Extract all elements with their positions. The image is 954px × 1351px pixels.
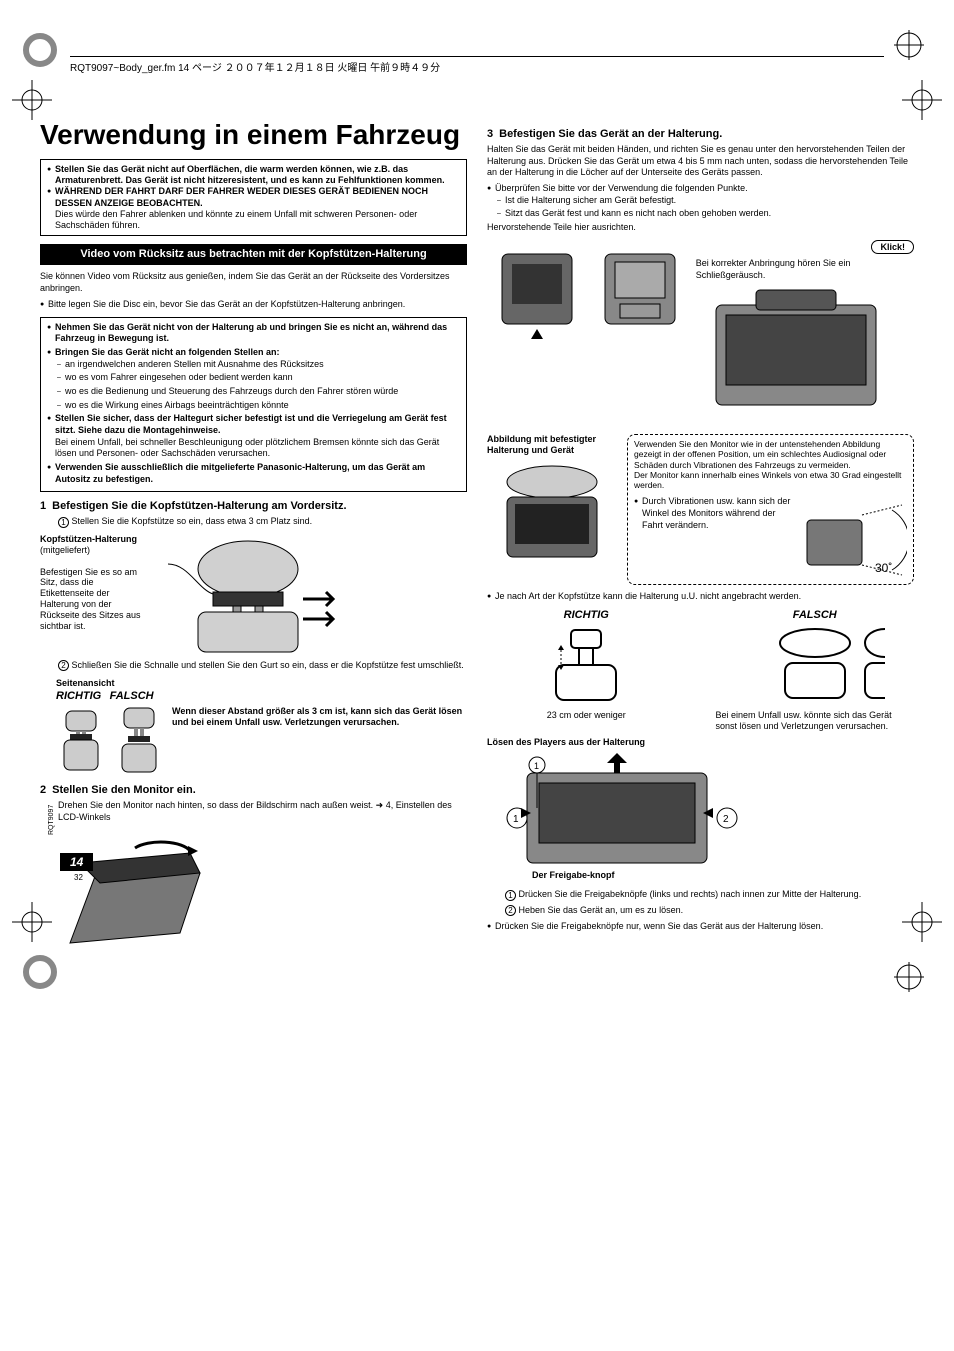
falsch-label: FALSCH [716,609,915,621]
info-item: Nehmen Sie das Gerät nicht von der Halte… [47,322,460,345]
falsch-label: FALSCH [110,690,154,702]
warning-item: Stellen Sie das Gerät nicht auf Oberfläc… [47,164,460,187]
attach-figure: Klick! Bei korrekter Anbringung hören Si… [487,240,914,428]
svg-text:2: 2 [723,814,729,825]
angle-illustration: 30˚ [797,500,907,580]
warning-box: Stellen Sie das Gerät nicht auf Oberfläc… [40,159,467,237]
svg-text:Der Freigabe-knopf: Der Freigabe-knopf [532,870,616,880]
attached-device-illustration [696,285,896,425]
reg-mark-icon [894,30,924,60]
crop-mark-icon [902,80,942,120]
info-item: Verwenden Sie ausschließlich die mitgeli… [47,462,460,485]
info-item: Bringen Sie das Gerät nicht an folgenden… [47,347,460,411]
release-figure: 1 2 Der Freigabe-knopf 1 [487,753,747,883]
intro-text: Sie können Video vom Rücksitz aus genieß… [40,271,467,294]
page-title: Verwendung in einem Fahrzeug [40,120,467,151]
reg-mark-icon [894,962,924,992]
step1-sub2: 2 Schließen Sie die Schnalle und stellen… [40,660,467,672]
headrest-wrong-icon [745,625,885,705]
check-bullet: Überprüfen Sie bitte vor der Verwendung … [487,183,914,220]
abb-label: Abbildung mit befestigter Halterung und … [487,434,617,456]
mounted-device-illustration [487,462,617,572]
falsch-caption: Bei einem Unfall usw. könnte sich das Ge… [716,710,915,732]
step3-text: Halten Sie das Gerät mit beiden Händen, … [487,144,914,179]
decoration-icon [20,952,60,992]
klick-label: Klick! [871,240,914,254]
step2-title: 2 Stellen Sie den Monitor ein. [40,784,467,796]
klick-text: Bei korrekter Anbringung hören Sie ein S… [696,258,914,281]
headrest-illustration [158,534,358,654]
wrong-icon [114,706,164,776]
step1-sub1: 1 Stellen Sie die Kopfstütze so ein, das… [40,516,467,528]
release-title: Lösen des Players aus der Halterung [487,737,914,747]
svg-text:1: 1 [534,761,539,771]
step2-text: Drehen Sie den Monitor nach hinten, so d… [40,800,467,823]
section-header: Video vom Rücksitz aus betrachten mit de… [40,244,467,265]
bracket-back-illustration [590,244,690,344]
step3-title: 3 Befestigen Sie das Gerät an der Halter… [487,128,914,140]
right-wrong-figure: Wenn dieser Abstand größer als 3 cm ist,… [56,706,467,776]
intro-bullet: Bitte legen Sie die Disc ein, bevor Sie … [40,299,467,311]
richtig-label: RICHTIG [56,690,101,702]
warning-item: WÄHREND DER FAHRT DARF DER FAHRER WEDER … [47,186,460,231]
side-view-label: Seitenansicht [56,678,467,688]
crop-mark-icon [12,902,52,942]
richtig-label: RICHTIG [487,609,686,621]
doc-id: RQT9097 [48,805,55,835]
headrest-bracket-figure: Kopfstützen-Halterung (mitgeliefert) Bef… [40,534,467,654]
headrest-correct-wrong: RICHTIG 23 cm oder weniger FALSCH [487,609,914,732]
bracket-front-illustration [487,244,587,344]
header-meta: RQT9097~Body_ger.fm 14 ページ ２００７年１２月１８日 火… [70,56,884,74]
richtig-caption: 23 cm oder weniger [487,710,686,721]
angle-note-box: Verwenden Sie den Monitor wie in der unt… [627,434,914,585]
crop-mark-icon [12,80,52,120]
page-number: 14 32 [60,853,93,882]
info-item: Stellen Sie sicher, dass der Haltegurt s… [47,413,460,460]
svg-text:30˚: 30˚ [875,561,892,575]
header-filename: RQT9097~Body_ger.fm 14 ページ ２００７年１２月１８日 火… [70,63,440,74]
svg-text:1: 1 [513,814,519,825]
step1-title: 1 Befestigen Sie die Kopfstützen-Halteru… [40,500,467,512]
right-column: 3 Befestigen Sie das Gerät an der Halter… [487,120,914,972]
herv-label: Hervorstehende Teile hier ausrichten. [487,222,914,234]
info-box: Nehmen Sie das Gerät nicht von der Halte… [40,317,467,493]
decoration-icon [20,30,60,70]
release-step1: 1 Drücken Sie die Freigabeknöpfe (links … [487,889,914,901]
release-step2: 2 Heben Sie das Gerät an, um es zu lösen… [487,905,914,917]
headrest-note: Je nach Art der Kopfstütze kann die Halt… [487,591,914,603]
left-column: Verwendung in einem Fahrzeug Stellen Sie… [40,120,467,972]
correct-icon [56,706,106,776]
headrest-correct-icon [541,625,631,705]
release-bullet: Drücken Sie die Freigabeknöpfe nur, wenn… [487,921,914,933]
rw-caption: Wenn dieser Abstand größer als 3 cm ist,… [172,706,467,728]
